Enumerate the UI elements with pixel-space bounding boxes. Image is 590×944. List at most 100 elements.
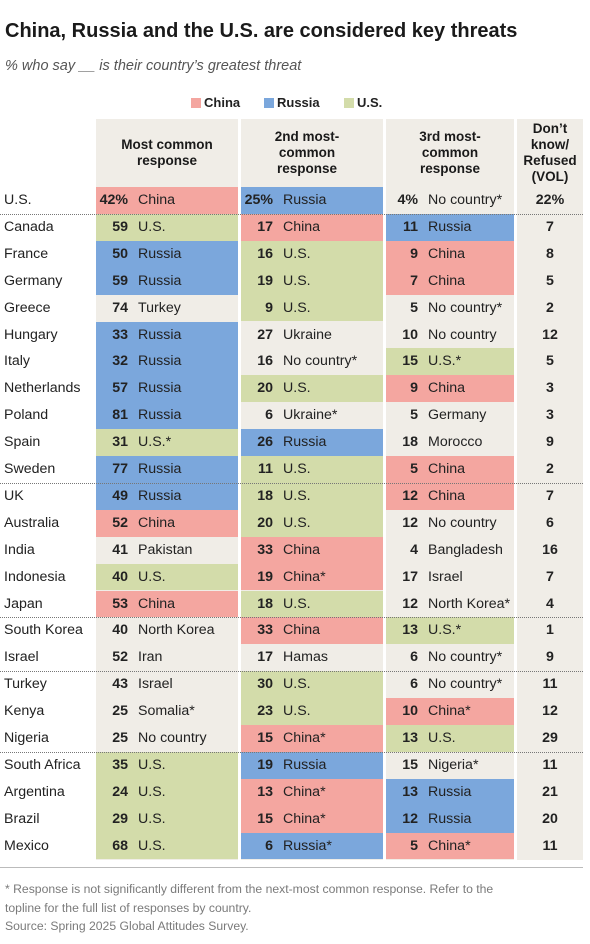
country-label: Kenya bbox=[4, 703, 45, 720]
response-percent: 27 bbox=[257, 326, 273, 343]
dont-know-value: 9 bbox=[546, 649, 554, 666]
response-percent: 26 bbox=[257, 434, 273, 451]
response-country: Russia* bbox=[283, 837, 332, 854]
country-label: Hungary bbox=[4, 326, 58, 343]
response-cell-second: 20 U.S. bbox=[241, 509, 383, 537]
response-percent: 4 bbox=[410, 541, 418, 558]
response-cell-second: 26 Russia bbox=[241, 429, 383, 456]
response-country: Nigeria* bbox=[428, 756, 479, 773]
response-country: China bbox=[283, 622, 321, 639]
response-percent: 20 bbox=[257, 514, 273, 531]
response-percent: 31 bbox=[112, 434, 128, 451]
response-country: U.S. bbox=[283, 676, 311, 693]
response-country: U.S. bbox=[138, 756, 166, 773]
country-label: Italy bbox=[4, 353, 31, 370]
response-cell-third: 7 China bbox=[386, 267, 514, 295]
country-label: Japan bbox=[4, 595, 43, 612]
response-country: No country* bbox=[283, 353, 358, 370]
response-percent: 25 bbox=[112, 730, 128, 746]
legend-label-us: U.S. bbox=[357, 95, 383, 110]
response-country: China bbox=[428, 487, 466, 504]
response-percent: 9 bbox=[410, 380, 418, 397]
response-percent: 6 bbox=[410, 676, 418, 693]
response-percent: 5 bbox=[410, 837, 418, 854]
response-percent: 42% bbox=[99, 192, 128, 208]
response-cell-second: 15 China* bbox=[241, 805, 383, 833]
response-cell-most-common: 77 Russia bbox=[96, 456, 238, 483]
response-country: China* bbox=[283, 783, 326, 800]
response-cell-second: 30 U.S. bbox=[241, 671, 383, 699]
dont-know-value: 22% bbox=[535, 192, 565, 208]
response-country: U.S. bbox=[138, 837, 166, 854]
response-cell-most-common: 52 China bbox=[96, 509, 238, 537]
response-cell-second: 20 U.S. bbox=[241, 375, 383, 403]
response-cell-third: 6 No country* bbox=[386, 671, 514, 698]
response-percent: 11 bbox=[258, 461, 273, 477]
dont-know-value: 4 bbox=[546, 595, 554, 612]
response-percent: 23 bbox=[257, 703, 273, 720]
response-percent: 32 bbox=[112, 353, 128, 370]
country-label: Sweden bbox=[4, 461, 56, 477]
response-country: China bbox=[283, 541, 321, 558]
response-country: Israel bbox=[138, 676, 173, 693]
response-country: Bangladesh bbox=[428, 541, 503, 558]
response-percent: 6 bbox=[410, 649, 418, 666]
footnote-topline: topline for the full list of responses b… bbox=[5, 901, 252, 915]
response-percent: 13 bbox=[402, 783, 418, 800]
response-country: U.S. bbox=[428, 730, 456, 746]
response-percent: 9 bbox=[265, 299, 273, 316]
response-cell-second: 17 China bbox=[241, 213, 383, 241]
response-country: Russia bbox=[428, 783, 472, 800]
response-country: U.S. bbox=[283, 272, 311, 289]
response-percent: 52 bbox=[112, 514, 128, 531]
response-country: Ukraine* bbox=[283, 407, 338, 424]
response-country: China* bbox=[428, 703, 471, 720]
chart-title: China, Russia and the U.S. are considere… bbox=[5, 20, 518, 42]
response-country: China* bbox=[283, 568, 326, 585]
response-cell-second: 13 China* bbox=[241, 778, 383, 806]
response-cell-most-common: 59 Russia bbox=[96, 267, 238, 295]
response-percent: 59 bbox=[112, 218, 128, 235]
response-percent: 20 bbox=[257, 380, 273, 397]
response-country: U.S. bbox=[283, 299, 311, 316]
group-separator bbox=[0, 482, 583, 484]
response-percent: 43 bbox=[112, 676, 128, 693]
response-country: U.S.* bbox=[428, 353, 462, 370]
response-cell-third: 18 Morocco bbox=[386, 429, 514, 456]
response-percent: 41 bbox=[112, 541, 128, 558]
response-percent: 24 bbox=[112, 783, 128, 800]
response-cell-most-common: 42% China bbox=[96, 187, 238, 214]
header-bg-4 bbox=[517, 119, 583, 187]
footnote-source: Source: Spring 2025 Global Attitudes Sur… bbox=[5, 919, 249, 933]
column-header-third: 3rd most-common response bbox=[419, 129, 481, 176]
response-cell-most-common: 29 U.S. bbox=[96, 805, 238, 833]
response-country: U.S. bbox=[283, 514, 311, 531]
response-country: Russia bbox=[428, 810, 472, 827]
response-cell-second: 25% Russia bbox=[241, 187, 383, 214]
response-cell-second: 33 China bbox=[241, 536, 383, 564]
response-percent: 33 bbox=[257, 541, 273, 558]
response-country: North Korea bbox=[138, 622, 215, 639]
response-cell-third: 5 China bbox=[386, 456, 514, 483]
country-label: Canada bbox=[4, 218, 54, 235]
response-percent: 30 bbox=[257, 676, 273, 693]
country-label: UK bbox=[4, 487, 24, 504]
response-percent: 15 bbox=[257, 730, 273, 746]
country-label: Israel bbox=[4, 649, 39, 666]
response-country: China bbox=[138, 595, 176, 612]
response-country: Turkey bbox=[138, 299, 181, 316]
response-percent: 18 bbox=[257, 595, 273, 612]
dont-know-value: 6 bbox=[546, 514, 554, 531]
response-cell-most-common: 59 U.S. bbox=[96, 213, 238, 241]
response-cell-third: 11 Russia bbox=[386, 213, 514, 241]
response-cell-most-common: 24 U.S. bbox=[96, 778, 238, 806]
response-percent: 19 bbox=[257, 568, 273, 585]
dont-know-value: 12 bbox=[542, 326, 558, 343]
group-separator bbox=[0, 751, 583, 753]
response-cell-third: 13 U.S.* bbox=[386, 617, 514, 645]
country-label: Nigeria bbox=[4, 730, 49, 746]
response-percent: 19 bbox=[257, 272, 273, 289]
response-percent: 13 bbox=[402, 730, 418, 746]
response-country: Russia bbox=[428, 218, 472, 235]
response-percent: 4% bbox=[397, 192, 418, 208]
